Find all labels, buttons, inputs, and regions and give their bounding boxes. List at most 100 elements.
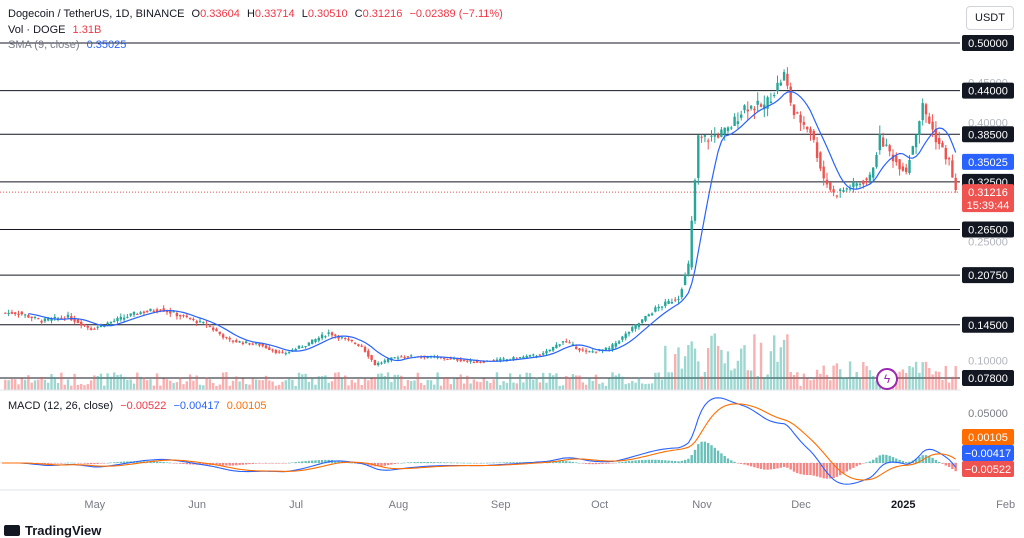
- volume-bar: [218, 384, 221, 390]
- volume-bar: [799, 385, 802, 390]
- candle: [911, 145, 914, 155]
- candle: [578, 347, 581, 353]
- macd-histogram-bar: [614, 462, 617, 464]
- macd-histogram-bar: [485, 462, 489, 464]
- candle: [10, 309, 14, 315]
- candle: [373, 359, 377, 366]
- level-label: 0.07800: [962, 369, 1014, 386]
- candle: [268, 345, 271, 351]
- volume-bar: [446, 377, 449, 390]
- macd-histogram-bar: [215, 463, 218, 466]
- candle: [812, 128, 815, 143]
- volume-bar: [159, 385, 162, 390]
- macd-histogram-bar: [274, 463, 278, 464]
- volume-bar: [815, 369, 819, 390]
- macd-histogram-bar: [707, 443, 710, 463]
- macd-histogram-bar: [413, 462, 416, 463]
- macd-histogram-bar: [680, 460, 683, 463]
- macd-histogram-bar: [670, 460, 674, 463]
- macd-histogram-bar: [898, 459, 901, 463]
- volume-bar: [819, 373, 822, 390]
- macd-histogram-bar: [601, 463, 604, 464]
- macd-hist-badge: 0.00105: [962, 429, 1014, 445]
- candle: [809, 126, 812, 141]
- volume-bar: [406, 379, 410, 390]
- candle: [274, 348, 278, 355]
- volume-bar: [535, 377, 538, 390]
- volume-bar: [136, 372, 139, 390]
- volume-bar: [228, 385, 231, 390]
- macd-histogram-bar: [386, 463, 390, 466]
- macd-histogram-bar: [855, 463, 858, 467]
- macd-histogram-bar: [294, 462, 297, 463]
- volume-bar: [103, 385, 106, 390]
- macd-histogram-bar: [443, 462, 446, 463]
- volume-bar: [251, 378, 254, 390]
- candle: [657, 304, 660, 312]
- volume-bar: [436, 372, 439, 390]
- volume-bar: [330, 381, 334, 390]
- volume-bar: [931, 374, 934, 390]
- y-tick-label: 0.10000: [968, 356, 1008, 368]
- macd-histogram-bar: [571, 461, 575, 463]
- candle: [637, 322, 641, 330]
- candle: [367, 348, 370, 359]
- macd-histogram-bar: [228, 463, 231, 466]
- candle: [17, 310, 20, 318]
- macd-histogram-bar: [56, 463, 60, 464]
- volume-bar: [644, 383, 647, 390]
- volume-bar: [443, 378, 446, 390]
- macd-histogram-bar: [149, 461, 152, 463]
- macd-histogram-bar: [188, 463, 192, 465]
- macd-histogram-bar: [799, 463, 802, 475]
- macd-histogram-bar: [901, 461, 905, 463]
- candle: [713, 127, 716, 143]
- candle: [858, 181, 862, 188]
- volume-bar: [291, 379, 294, 390]
- macd-histogram-bar: [627, 461, 631, 463]
- volume-bar: [40, 376, 43, 390]
- macd-histogram-bar: [99, 463, 103, 464]
- macd-histogram-bar: [730, 460, 733, 463]
- candle: [363, 345, 367, 353]
- macd-histogram-bar: [875, 457, 878, 463]
- svg-text:0.35025: 0.35025: [968, 157, 1008, 169]
- macd-histogram-bar: [703, 441, 707, 463]
- currency-button[interactable]: USDT: [966, 6, 1014, 30]
- volume-bar: [410, 381, 413, 390]
- macd-histogram-bar: [802, 463, 806, 475]
- macd-histogram-bar: [845, 463, 848, 472]
- volume-bar: [56, 382, 60, 390]
- macd-histogram-bar: [726, 458, 730, 463]
- volume-bar: [693, 348, 697, 390]
- candle: [320, 331, 324, 341]
- macd-histogram-bar: [363, 463, 367, 465]
- volume-bar: [162, 378, 165, 390]
- volume-bar: [862, 362, 865, 390]
- macd-histogram-bar: [928, 456, 931, 463]
- macd-histogram-bar: [634, 460, 637, 463]
- candle: [231, 340, 235, 344]
- macd-histogram-bar: [169, 462, 172, 464]
- candle: [245, 340, 248, 344]
- volume-bar: [139, 376, 142, 390]
- volume-bar: [763, 377, 766, 390]
- volume-bar: [93, 375, 96, 390]
- macd-histogram-bar: [683, 459, 687, 463]
- candle: [614, 340, 617, 350]
- candle: [225, 336, 228, 340]
- candle: [215, 327, 218, 332]
- macd-histogram-bar: [763, 463, 766, 470]
- volume-bar: [852, 376, 855, 390]
- candle: [690, 216, 693, 270]
- macd-histogram-bar: [400, 462, 403, 464]
- macd-histogram-bar: [558, 461, 561, 463]
- volume-bar: [631, 380, 634, 390]
- volume-bar: [479, 382, 482, 390]
- candle: [324, 335, 327, 339]
- macd-y-tick-label: 0.05000: [968, 408, 1008, 420]
- volume-bar: [832, 365, 835, 390]
- lightning-icon[interactable]: ϟ: [876, 368, 898, 390]
- volume-bar: [677, 347, 680, 390]
